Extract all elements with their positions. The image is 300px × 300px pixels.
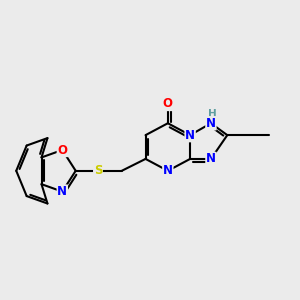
Text: S: S xyxy=(94,164,102,177)
Text: N: N xyxy=(206,117,216,130)
Text: O: O xyxy=(163,98,173,110)
Text: N: N xyxy=(206,152,216,165)
Text: N: N xyxy=(57,185,67,198)
Text: N: N xyxy=(185,129,195,142)
Text: N: N xyxy=(163,164,173,177)
Text: H: H xyxy=(208,109,217,119)
Text: O: O xyxy=(57,143,67,157)
